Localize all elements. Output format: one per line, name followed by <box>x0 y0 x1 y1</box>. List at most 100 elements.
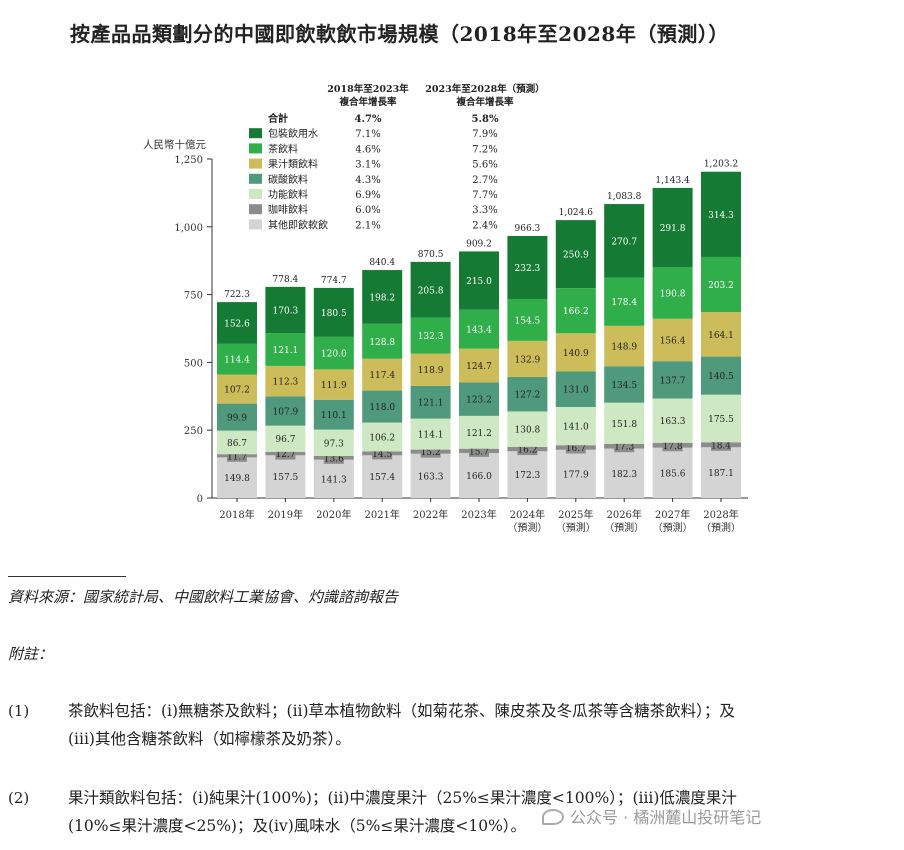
cagr-value: 5.6% <box>472 160 497 171</box>
cagr-value: 2.1% <box>355 220 380 231</box>
data-label: 180.5 <box>321 309 347 319</box>
data-label: 118.0 <box>369 403 395 413</box>
cagr-value: 3.3% <box>472 205 497 216</box>
data-label: 117.4 <box>369 371 395 381</box>
bar-segment <box>701 256 741 313</box>
bar-segment <box>701 171 741 257</box>
x-tick-label: 2023年 <box>461 508 496 521</box>
bar-segment <box>507 340 548 377</box>
data-label: 107.9 <box>273 407 299 417</box>
y-tick-label: 250 <box>184 426 203 437</box>
bar-segment <box>555 288 596 334</box>
data-label: 166.2 <box>563 307 589 317</box>
bar-segment <box>313 429 354 456</box>
data-label: 132.9 <box>515 355 541 365</box>
bar-segment <box>507 451 548 498</box>
data-label: 132.3 <box>418 332 444 342</box>
x-tick-label: 2025年 <box>558 508 593 521</box>
bar-segment <box>652 398 693 443</box>
bar-segment <box>362 323 403 359</box>
data-label: 163.3 <box>660 417 686 427</box>
legend-swatch <box>249 219 262 230</box>
bar-segment <box>313 336 354 370</box>
data-label: 314.3 <box>708 211 734 221</box>
data-label: 107.2 <box>224 386 250 396</box>
data-label: 190.8 <box>660 289 686 299</box>
bar-segment <box>362 422 403 452</box>
bar-segment <box>459 415 499 449</box>
y-tick-label: 1,250 <box>174 155 203 166</box>
data-label: 106.2 <box>369 433 395 443</box>
cagr-value: 2.7% <box>472 175 497 186</box>
y-tick-label: 1,000 <box>174 223 203 234</box>
data-label: 111.9 <box>321 381 347 391</box>
bar-segment <box>217 302 257 344</box>
x-tick-label: （預測） <box>556 521 596 534</box>
data-label: 15.2 <box>421 448 441 458</box>
data-label: 114.1 <box>418 431 444 441</box>
y-tick-label: 750 <box>184 291 203 302</box>
data-label: 124.7 <box>466 362 492 372</box>
data-label: 178.4 <box>611 298 637 308</box>
bar-segment <box>459 251 499 310</box>
data-label: 123.2 <box>466 396 492 406</box>
cagr-value: 6.0% <box>355 205 380 216</box>
note-line: (10%≤果汁濃度<25%)；及(iv)風味水（5%≤果汁濃度<10%）。 <box>68 817 527 835</box>
data-label: 141.0 <box>563 423 589 433</box>
source-divider <box>8 576 126 577</box>
bar-segment <box>410 353 451 386</box>
x-tick-label: 2019年 <box>268 508 303 521</box>
bar-segment <box>217 457 257 498</box>
data-label: 128.8 <box>369 338 395 348</box>
bar-segment <box>410 385 451 419</box>
data-label: 13.6 <box>324 454 344 464</box>
cagr-value: 4.7% <box>355 114 382 125</box>
data-label: 182.3 <box>611 470 637 480</box>
bar-segment <box>459 382 499 416</box>
bar-segment <box>313 369 354 400</box>
total-label: 1,024.6 <box>559 208 594 218</box>
data-label: 130.8 <box>515 426 541 436</box>
bar-segment <box>555 371 596 407</box>
bar-segment <box>555 333 596 372</box>
bar-segment <box>410 317 451 354</box>
legend-label: 果汁類飲料 <box>268 158 318 171</box>
data-label: 203.2 <box>708 281 734 291</box>
data-label: 114.4 <box>224 356 250 366</box>
data-label: 164.1 <box>708 331 734 341</box>
bar-segment <box>555 449 596 498</box>
bar-segment <box>459 348 499 383</box>
bar-segment <box>217 374 257 404</box>
watermark-text: 公众号 · 橘洲麓山投研笔记 <box>570 808 762 827</box>
cagr-value: 4.6% <box>355 144 380 155</box>
x-tick-label: 2028年 <box>703 508 738 521</box>
bar-segment <box>459 452 499 498</box>
data-label: 156.4 <box>660 336 686 346</box>
bar-segment <box>313 459 354 498</box>
y-tick-label: 500 <box>184 358 203 369</box>
data-label: 121.1 <box>273 346 299 356</box>
data-label: 121.1 <box>418 399 444 409</box>
cagr-value: 2.4% <box>472 220 497 231</box>
total-label: 870.5 <box>418 250 444 260</box>
bar-segment <box>652 361 693 399</box>
legend-label: 合計 <box>267 112 288 125</box>
bar-segment <box>604 277 645 326</box>
note-line: (iii)其他含糖茶飲料（如檸檬茶及奶茶）。 <box>68 730 351 748</box>
total-label: 778.4 <box>273 275 299 285</box>
data-label: 205.8 <box>418 286 444 296</box>
bar-segment <box>217 430 257 455</box>
legend-label: 咖啡飲料 <box>268 203 308 216</box>
wechat-icon <box>542 809 564 825</box>
bar-segment <box>507 411 548 447</box>
data-label: 185.6 <box>660 469 686 479</box>
cagr-value: 7.2% <box>472 144 497 155</box>
x-tick-label: 2020年 <box>316 508 351 521</box>
data-label: 96.7 <box>275 435 295 445</box>
data-label: 154.5 <box>515 316 541 326</box>
bar-segment <box>459 309 499 349</box>
data-label: 148.9 <box>611 343 637 353</box>
bar-segment <box>265 455 306 498</box>
note-text: 茶飲料包括：(i)無糖茶及飲料；(ii)草本植物飲料（如菊花茶、陳皮茶及冬瓜茶等… <box>68 697 894 753</box>
bar-segment <box>652 187 693 268</box>
